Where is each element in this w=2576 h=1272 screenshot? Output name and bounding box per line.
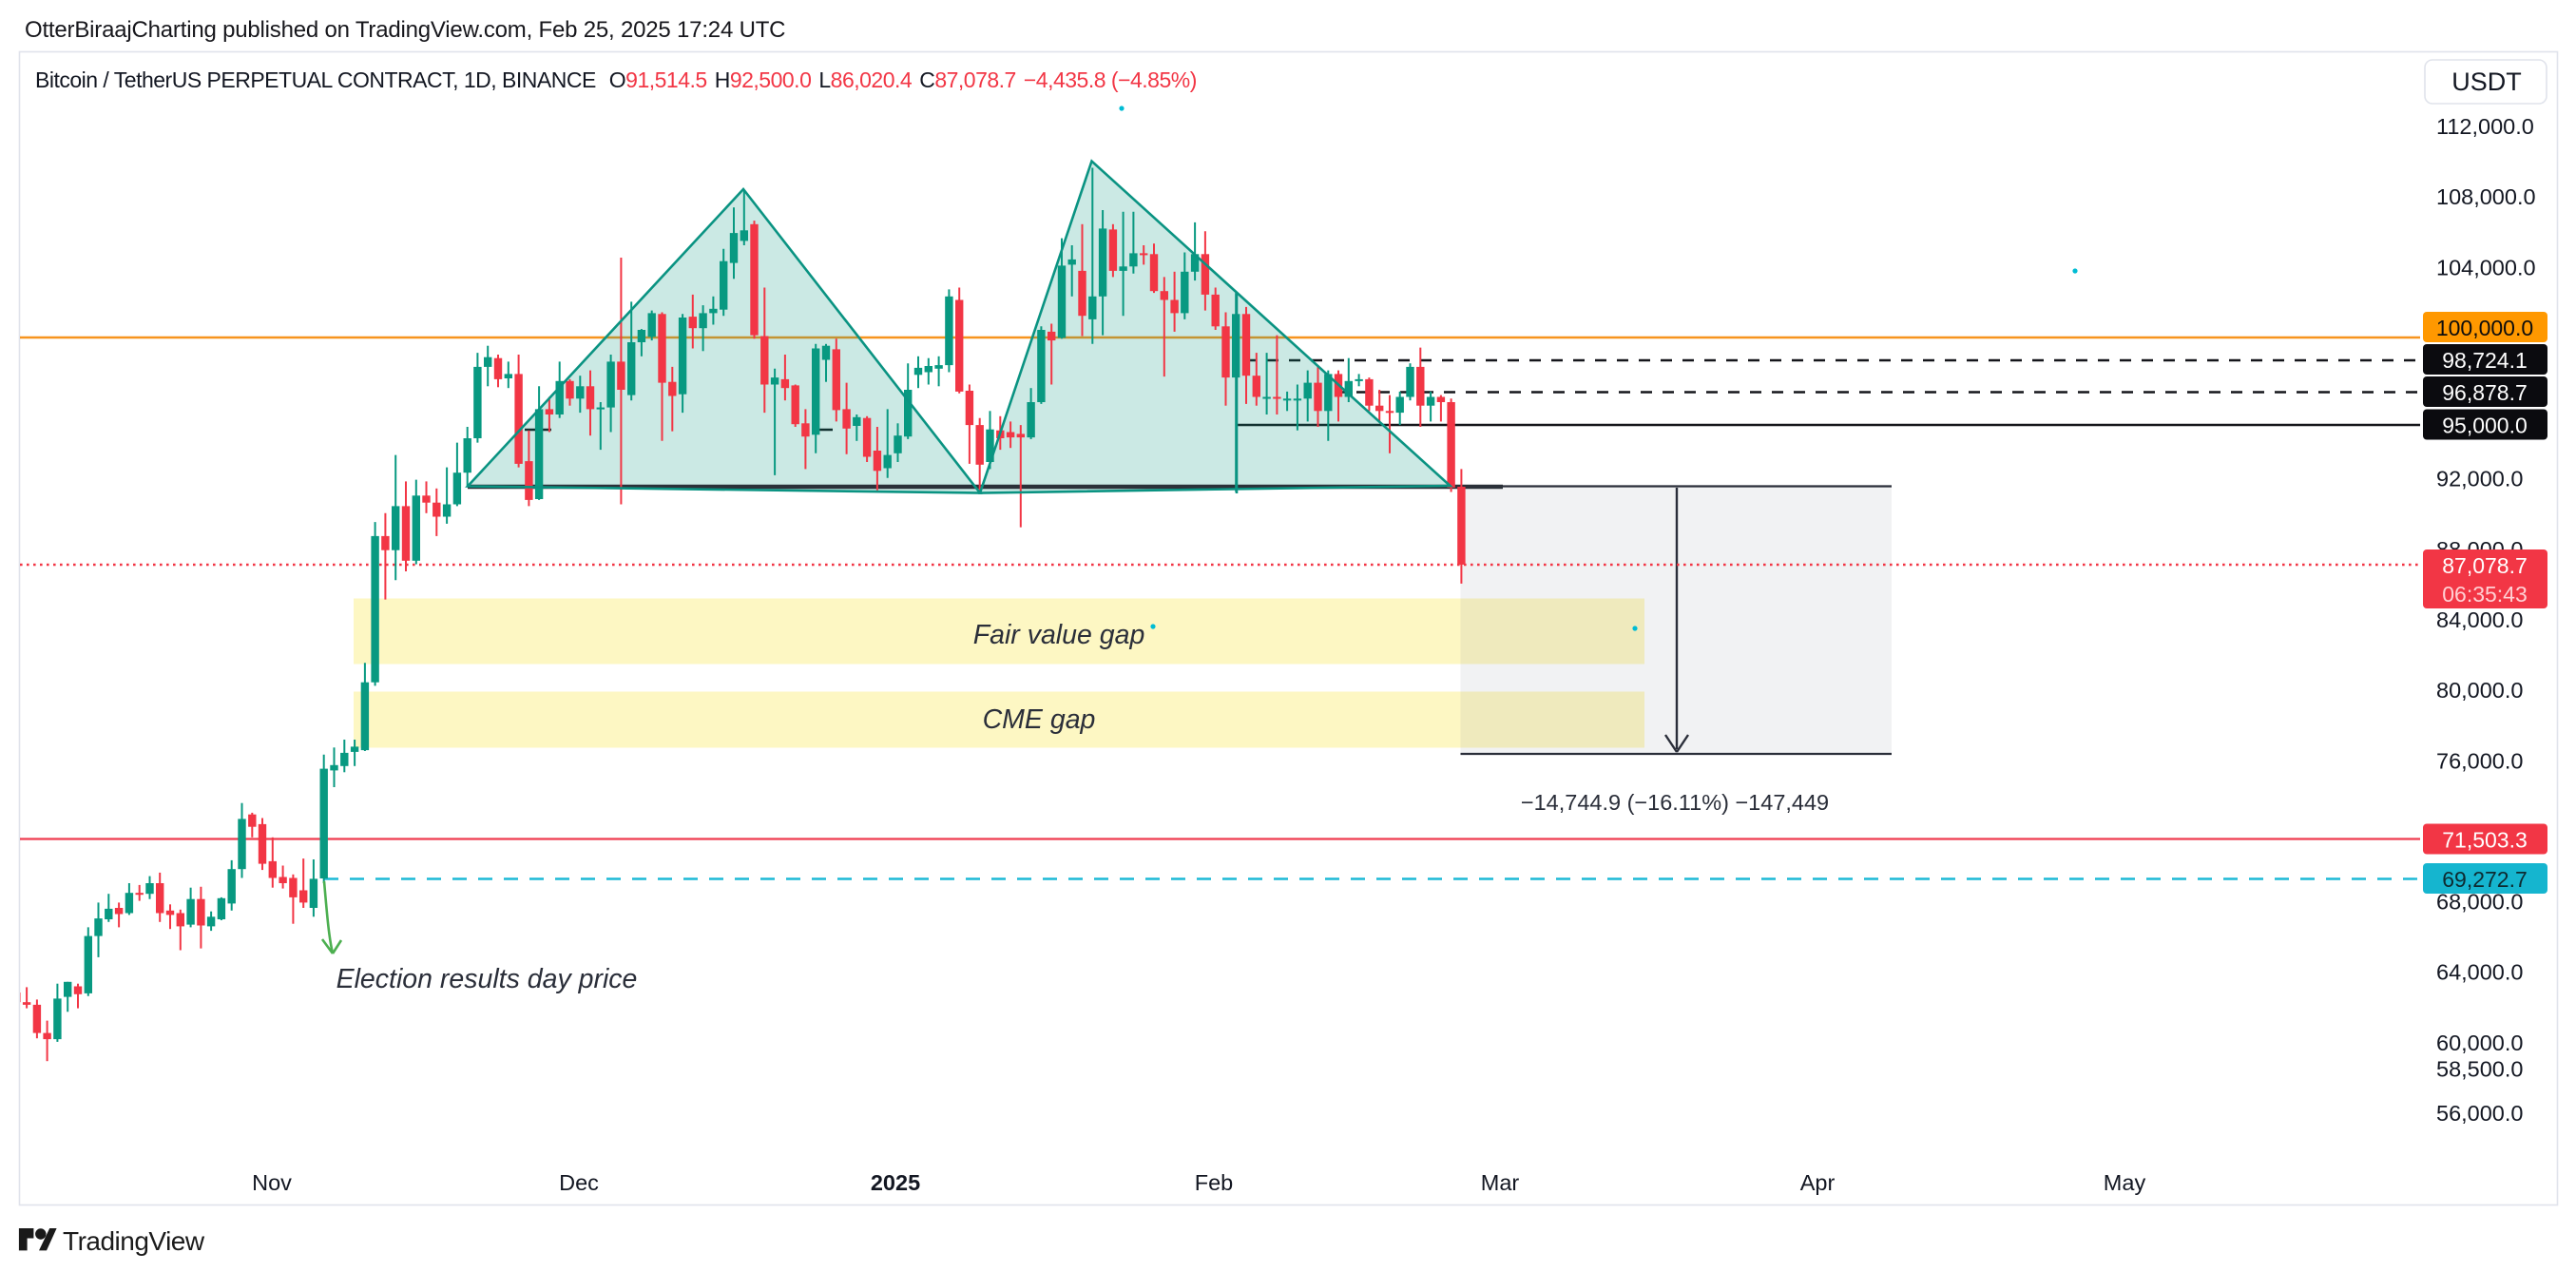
svg-text:80,000.0: 80,000.0 <box>2436 678 2523 703</box>
svg-text:92,000.0: 92,000.0 <box>2436 467 2523 491</box>
svg-text:58,500.0: 58,500.0 <box>2436 1057 2523 1082</box>
svg-text:100,000.0: 100,000.0 <box>2436 316 2533 340</box>
svg-text:96,878.7: 96,878.7 <box>2442 380 2528 405</box>
svg-text:64,000.0: 64,000.0 <box>2436 960 2523 985</box>
svg-text:69,272.7: 69,272.7 <box>2442 867 2528 892</box>
svg-text:56,000.0: 56,000.0 <box>2436 1101 2523 1126</box>
svg-text:−14,744.9 (−16.11%) −147,449: −14,744.9 (−16.11%) −147,449 <box>1521 790 1829 815</box>
svg-text:2025: 2025 <box>871 1170 920 1195</box>
svg-text:Nov: Nov <box>252 1170 292 1195</box>
svg-text:Apr: Apr <box>1800 1170 1836 1195</box>
svg-text:06:35:43: 06:35:43 <box>2442 582 2528 607</box>
svg-text:112,000.0: 112,000.0 <box>2436 114 2534 139</box>
svg-text:104,000.0: 104,000.0 <box>2436 255 2536 279</box>
svg-text:98,724.1: 98,724.1 <box>2442 348 2528 373</box>
svg-text:CME gap: CME gap <box>983 704 1096 735</box>
svg-text:60,000.0: 60,000.0 <box>2436 1031 2523 1055</box>
svg-text:76,000.0: 76,000.0 <box>2436 748 2523 773</box>
svg-text:May: May <box>2104 1170 2146 1195</box>
svg-text:87,078.7: 87,078.7 <box>2442 553 2528 578</box>
svg-text:Election results day price: Election results day price <box>336 964 638 994</box>
svg-text:Dec: Dec <box>559 1170 599 1195</box>
svg-text:TradingView: TradingView <box>63 1226 205 1256</box>
svg-text:84,000.0: 84,000.0 <box>2436 607 2523 632</box>
svg-text:Feb: Feb <box>1195 1170 1234 1195</box>
svg-text:108,000.0: 108,000.0 <box>2436 184 2536 209</box>
svg-text:Fair value gap: Fair value gap <box>973 620 1145 650</box>
svg-text:Bitcoin / TetherUS PERPETUAL C: Bitcoin / TetherUS PERPETUAL CONTRACT, 1… <box>35 67 1197 92</box>
svg-text:USDT: USDT <box>2451 67 2522 96</box>
svg-text:OtterBiraajCharting published: OtterBiraajCharting published on Trading… <box>25 17 785 43</box>
svg-text:Mar: Mar <box>1481 1170 1520 1195</box>
svg-text:71,503.3: 71,503.3 <box>2442 828 2528 853</box>
svg-text:95,000.0: 95,000.0 <box>2442 414 2528 438</box>
